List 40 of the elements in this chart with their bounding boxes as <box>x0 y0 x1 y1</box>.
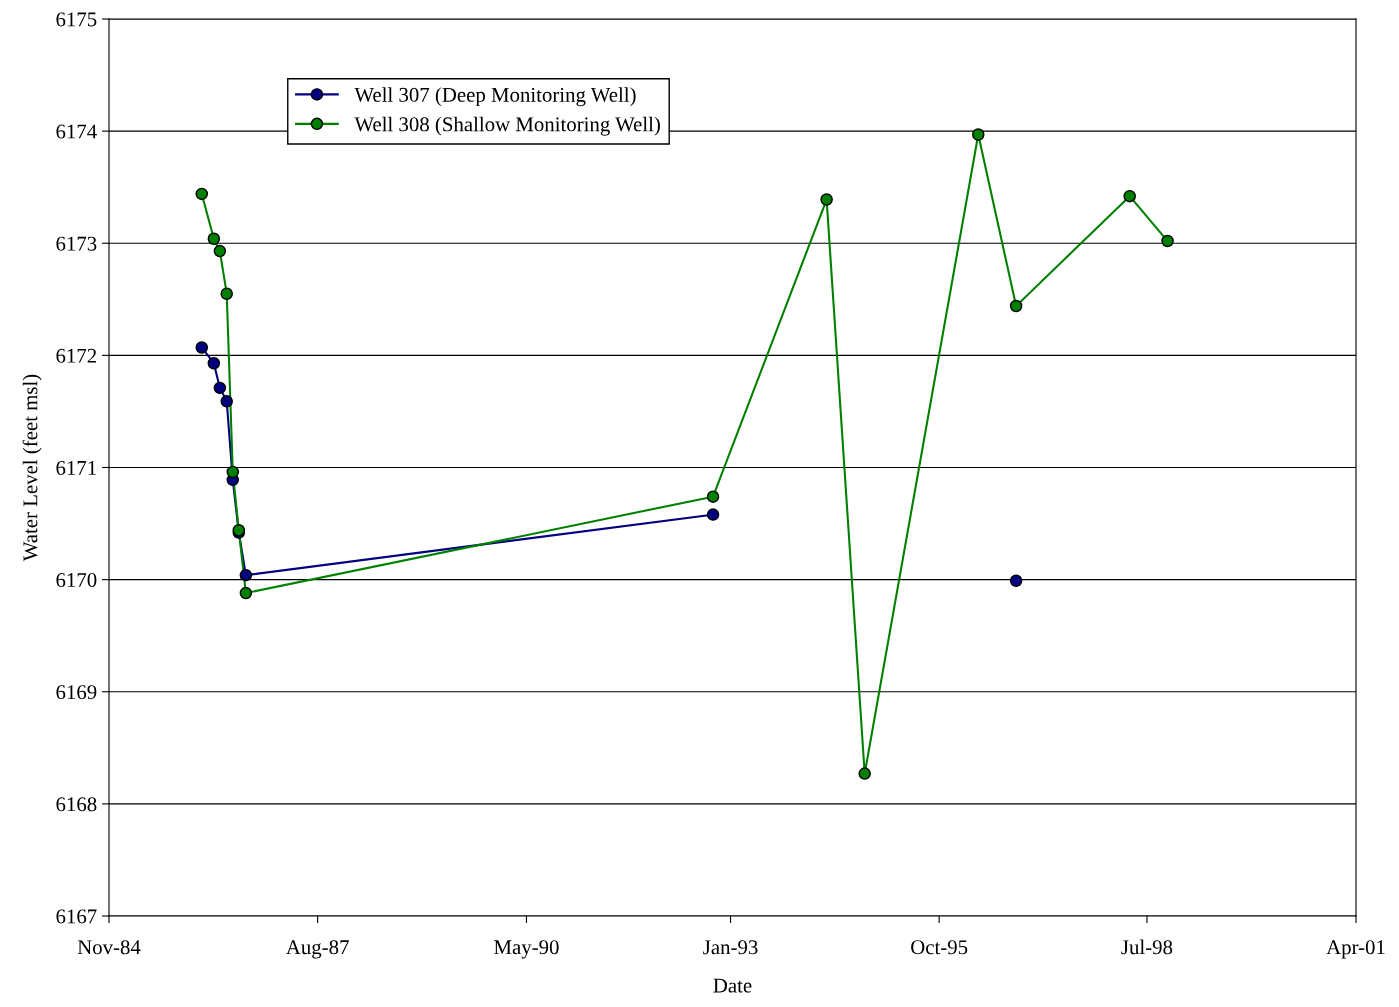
y-tick-label: 6172 <box>56 348 97 363</box>
y-tick-label: 6175 <box>56 12 97 27</box>
x-tick-label: Aug-87 <box>286 940 349 959</box>
y-tick-label: 6167 <box>56 909 97 924</box>
y-tick-label: 6171 <box>56 460 96 475</box>
x-tick-label: Jan-93 <box>703 940 758 955</box>
point <box>207 232 221 246</box>
point <box>239 586 253 600</box>
point <box>239 568 253 582</box>
point <box>1123 189 1136 203</box>
x-axis-title: Date <box>713 978 752 993</box>
x-tick-label: Nov-84 <box>77 940 141 955</box>
point <box>220 395 233 408</box>
legend-label: Well 308 (Shallow Monitoring Well) <box>354 116 660 136</box>
y-tick-label: 6173 <box>56 236 97 251</box>
point <box>972 128 985 141</box>
point <box>207 356 221 370</box>
point <box>195 187 209 201</box>
point <box>820 193 833 206</box>
y-tick-label: 6170 <box>56 573 97 588</box>
y-tick-label: 6168 <box>56 797 97 812</box>
point <box>1009 574 1023 587</box>
point <box>706 490 720 503</box>
x-tick-label: Oct-95 <box>911 940 968 955</box>
point <box>1161 234 1174 248</box>
point <box>858 767 871 780</box>
x-tick-label: May-90 <box>494 940 559 959</box>
point <box>213 244 227 258</box>
y-tick-label: 6169 <box>56 685 97 700</box>
point <box>226 465 240 479</box>
point <box>220 287 233 300</box>
point <box>1009 299 1023 313</box>
point <box>195 341 209 354</box>
y-tick-label: 6174 <box>56 124 97 139</box>
y-axis-title: Water Level (feet msl) <box>22 374 42 562</box>
x-tick-label: Apr-01 <box>1326 940 1385 959</box>
x-tick-label: Jul-98 <box>1121 939 1173 955</box>
point <box>706 508 720 521</box>
legend-label: Well 307 (Deep Monitoring Well) <box>354 87 636 107</box>
point <box>213 381 227 395</box>
